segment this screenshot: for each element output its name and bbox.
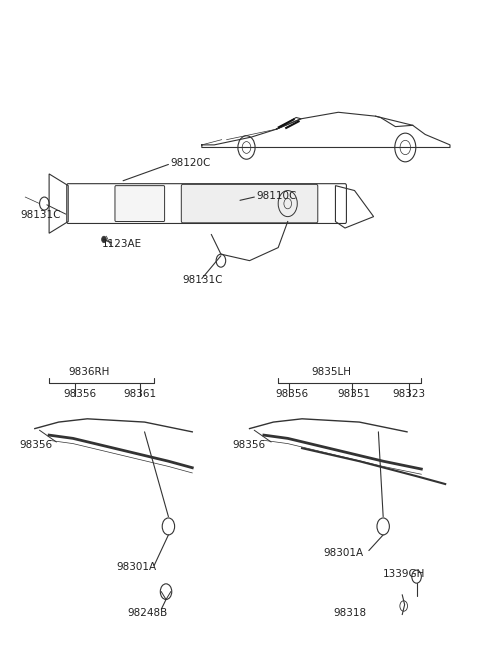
Circle shape — [102, 236, 107, 243]
Text: 98110C: 98110C — [257, 191, 297, 200]
Text: 98318: 98318 — [333, 608, 366, 618]
Text: 98351: 98351 — [338, 389, 371, 399]
Text: 98131C: 98131C — [183, 275, 223, 285]
Text: 98248B: 98248B — [128, 608, 168, 618]
Text: 98301A: 98301A — [116, 562, 156, 572]
Text: 98361: 98361 — [123, 389, 156, 399]
Text: 98120C: 98120C — [171, 158, 211, 168]
Text: 98356: 98356 — [19, 440, 52, 450]
Text: 98131C: 98131C — [21, 210, 61, 220]
Text: 98356: 98356 — [276, 389, 309, 399]
Text: 98356: 98356 — [63, 389, 96, 399]
FancyBboxPatch shape — [67, 183, 347, 223]
Text: 9835LH: 9835LH — [312, 367, 351, 377]
Text: 1339GH: 1339GH — [383, 569, 426, 579]
FancyBboxPatch shape — [115, 185, 165, 221]
Text: 98323: 98323 — [393, 389, 426, 399]
Text: 1123AE: 1123AE — [102, 239, 142, 249]
Text: 98301A: 98301A — [324, 548, 364, 557]
FancyBboxPatch shape — [181, 184, 318, 223]
Text: 98356: 98356 — [233, 440, 266, 450]
Text: 9836RH: 9836RH — [68, 367, 109, 377]
